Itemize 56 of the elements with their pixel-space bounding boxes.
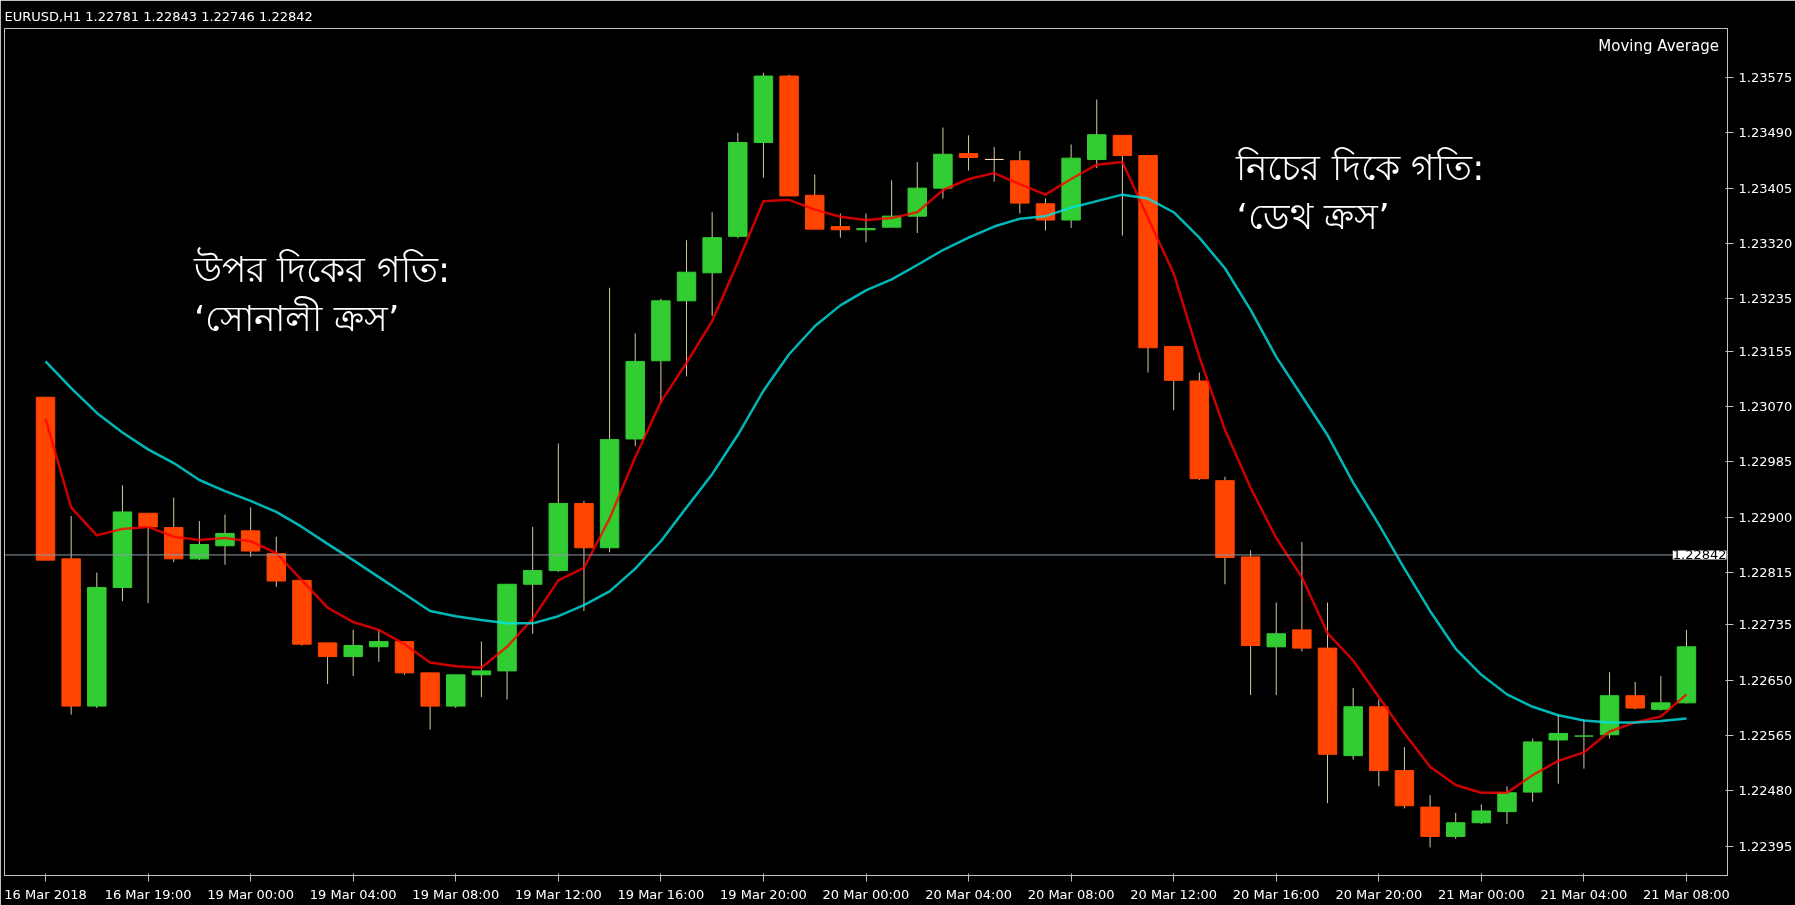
candlestick	[1445, 812, 1466, 840]
candlestick	[958, 134, 979, 172]
x-tick-label: 19 Mar 00:00	[207, 886, 295, 902]
candlestick	[369, 629, 389, 663]
y-tick-label: 1.23070	[1738, 398, 1793, 414]
y-tick-label: 1.23235	[1738, 291, 1793, 307]
candlestick	[138, 512, 158, 604]
y-tick-label: 1.23320	[1738, 236, 1793, 252]
candlestick	[830, 213, 851, 239]
x-tick-label: 21 Mar 08:00	[1643, 886, 1730, 902]
x-tick-label: 19 Mar 04:00	[309, 886, 397, 902]
x-tick-label: 20 Mar 20:00	[1335, 886, 1423, 902]
candlestick	[1292, 541, 1312, 652]
candlestick	[856, 213, 876, 243]
ref-line-label: 1.22842	[1672, 547, 1727, 563]
annotation: নিচের দিকে গতি: ‘ডেথ ক্রস’	[1235, 147, 1485, 238]
x-tick-label: 19 Mar 20:00	[720, 886, 807, 902]
y-tick-label: 1.22900	[1738, 509, 1793, 525]
y-tick-label: 1.23405	[1738, 180, 1793, 196]
annotation: Moving Average	[1598, 36, 1719, 55]
annotation: উপর দিকের গতি: ‘সোনালী ক্রস’	[193, 246, 451, 339]
y-tick-label: 1.22650	[1738, 672, 1793, 688]
candlestick	[1497, 785, 1517, 825]
x-tick-label: 20 Mar 00:00	[822, 886, 910, 902]
x-tick-label: 16 Mar 2018	[4, 886, 87, 902]
x-tick-label: 20 Mar 08:00	[1027, 886, 1115, 902]
y-tick-label: 1.23155	[1738, 343, 1793, 359]
y-tick-label: 1.22735	[1738, 617, 1793, 633]
x-tick-label: 19 Mar 08:00	[412, 886, 500, 902]
candlestick	[317, 642, 338, 685]
candlestick	[471, 641, 492, 698]
x-tick-label: 21 Mar 04:00	[1540, 886, 1628, 902]
candlestick	[1651, 675, 1671, 712]
x-tick-label: 19 Mar 12:00	[514, 886, 602, 902]
y-tick-label: 1.22395	[1738, 838, 1793, 854]
candlestick	[343, 629, 363, 677]
y-tick-label: 1.23490	[1738, 125, 1793, 141]
x-tick-label: 20 Mar 04:00	[925, 886, 1012, 902]
candlestick	[1548, 714, 1569, 785]
candlestick	[984, 146, 1004, 183]
x-tick-label: 20 Mar 12:00	[1130, 886, 1218, 902]
candlestick	[522, 526, 543, 635]
x-tick-label: 19 Mar 16:00	[617, 886, 705, 902]
y-tick-label: 1.22480	[1738, 783, 1793, 799]
candlestick	[1266, 602, 1286, 696]
x-tick-label: 20 Mar 16:00	[1232, 886, 1320, 902]
x-tick-label: 21 Mar 00:00	[1437, 886, 1525, 902]
candlestick	[1471, 803, 1492, 825]
chart-title: EURUSD,H1 1.22781 1.22843 1.22746 1.22842	[4, 8, 313, 24]
y-tick-label: 1.23575	[1738, 69, 1793, 85]
candlestick	[1625, 681, 1645, 710]
y-tick-label: 1.22565	[1738, 727, 1793, 743]
y-tick-label: 1.22985	[1738, 454, 1793, 470]
x-tick-label: 16 Mar 19:00	[104, 886, 192, 902]
y-tick-label: 1.22815	[1738, 565, 1793, 581]
candlestick	[1112, 134, 1133, 237]
